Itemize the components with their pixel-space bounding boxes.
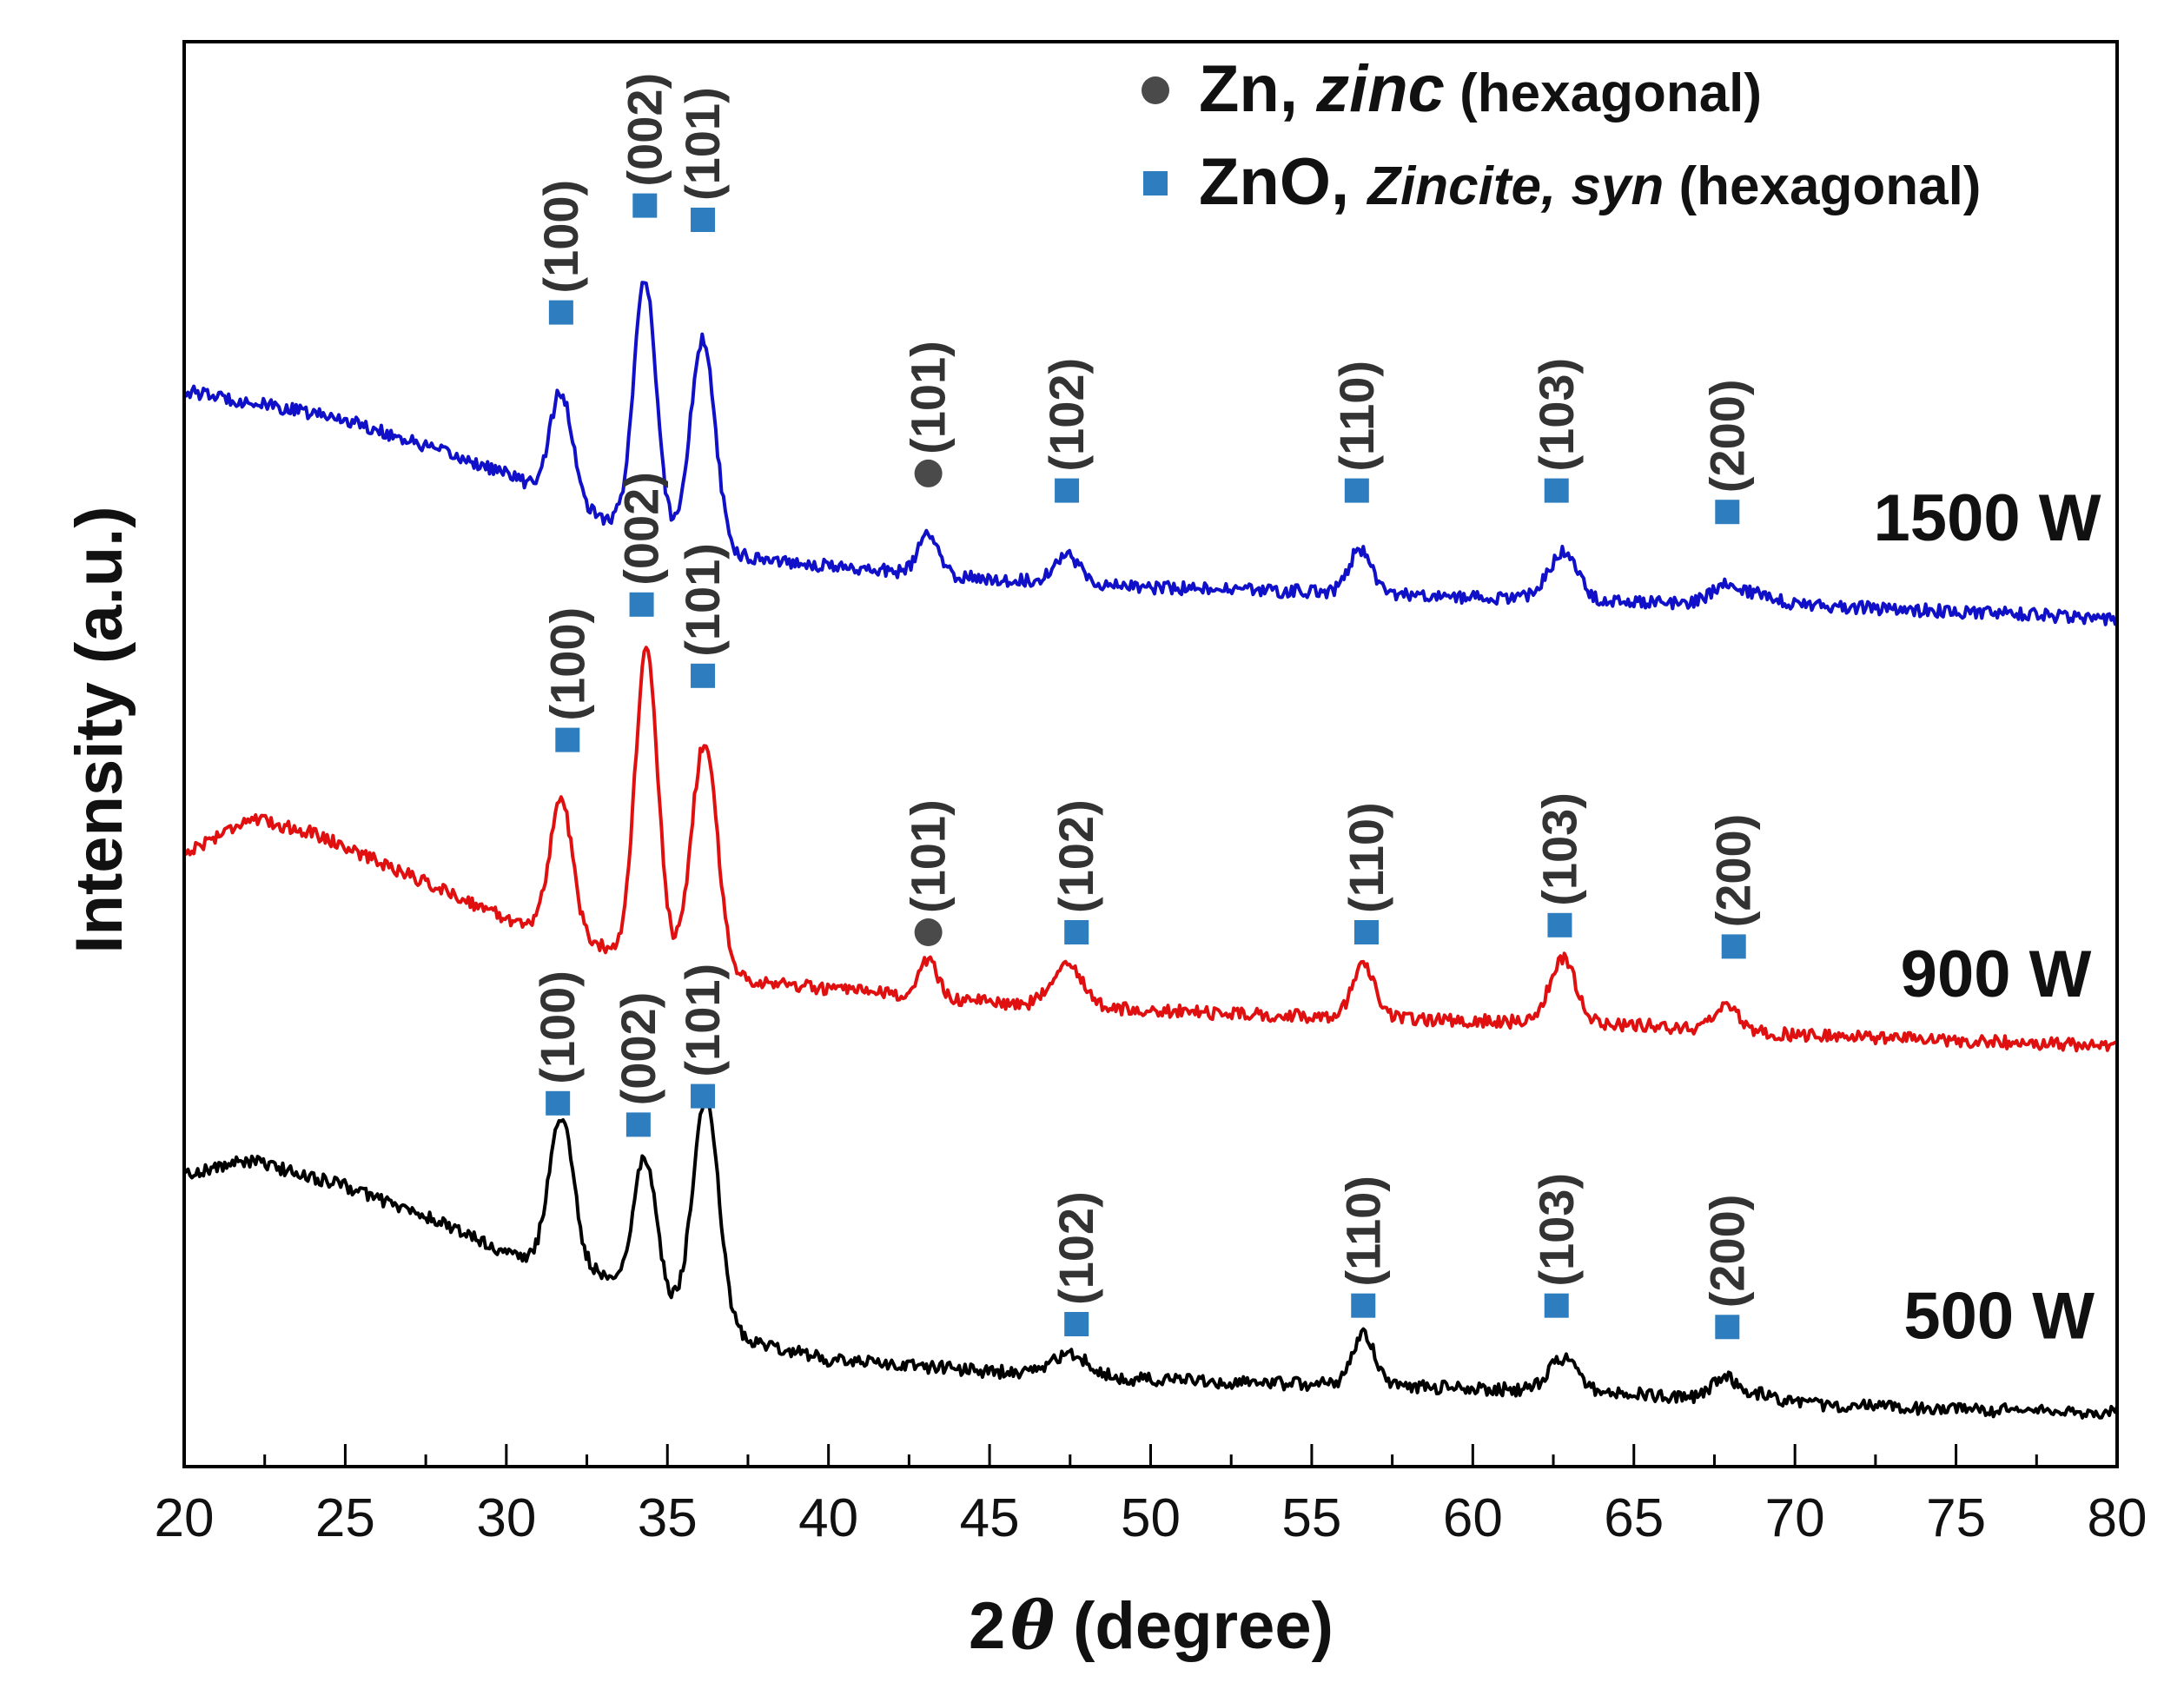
x-tick-label: 55 — [1281, 1488, 1341, 1548]
x-tick-label: 70 — [1765, 1488, 1825, 1548]
hkl-label: (101) — [675, 543, 730, 657]
hkl-label: (102) — [1039, 358, 1094, 472]
hkl-label: (002) — [617, 73, 672, 187]
series-label: 900 W — [1901, 937, 2092, 1011]
hkl-label: (101) — [675, 87, 730, 201]
hkl-label: (101) — [901, 799, 956, 913]
x-tick-label: 60 — [1443, 1488, 1503, 1548]
zno-peak-marker — [555, 727, 580, 752]
hkl-label: (101) — [901, 341, 956, 454]
zno-peak-marker — [625, 1112, 651, 1137]
hkl-label: (002) — [614, 472, 669, 586]
hkl-label: (110) — [1335, 1176, 1390, 1287]
series-line-1500w — [182, 281, 2119, 626]
x-tick-label: 30 — [476, 1488, 536, 1548]
axes: 20 25 30 35 40 45 50 55 60 65 70 75 80 — [155, 40, 2148, 1548]
y-axis-title: Intensity (a.u.) — [63, 506, 136, 953]
zno-peak-marker — [1544, 478, 1569, 503]
legend-name: Zn, — [1199, 52, 1316, 126]
legend-entry-text: ZnO, Zincite, syn (hexagonal) — [1199, 145, 1981, 219]
hkl-label: (100) — [533, 180, 588, 294]
hkl-label: (200) — [1706, 814, 1761, 928]
legend-phase: (hexagonal) — [1445, 63, 1762, 123]
hkl-label: (100) — [539, 607, 594, 721]
x-tick-label: 65 — [1604, 1488, 1664, 1548]
plot-area: (100)(002) (101)(101) (102) (110) (103) (200)… — [182, 73, 2119, 1420]
zno-peak-marker — [1715, 500, 1740, 525]
zno-peak-marker — [1544, 1293, 1569, 1318]
zno-peak-marker — [632, 193, 658, 218]
plot-frame — [182, 40, 2119, 1468]
zno-peak-marker — [1547, 912, 1572, 937]
x-axis-title: 2θ (degree) — [969, 1587, 1334, 1664]
zn-peak-marker — [914, 459, 943, 487]
zno-peak-marker — [548, 300, 573, 325]
legend-name: ZnO, — [1199, 145, 1367, 219]
legend-entry-text: Zn, zinc (hexagonal) — [1199, 52, 1762, 126]
x-tick-label: 40 — [798, 1488, 858, 1548]
zno-peak-marker — [1351, 1293, 1376, 1318]
legend-phase: (hexagonal) — [1664, 156, 1981, 216]
legend-zno-marker — [1143, 171, 1168, 195]
hkl-label: (002) — [611, 992, 665, 1106]
x-tick-label: 35 — [638, 1488, 698, 1548]
zno-peak-marker — [629, 592, 654, 617]
x-tick-label: 50 — [1121, 1488, 1181, 1548]
hkl-label: (103) — [1529, 1173, 1584, 1287]
zn-peak-marker — [914, 918, 943, 946]
legend: Zn, zinc (hexagonal)ZnO, Zincite, syn (h… — [1142, 52, 1981, 219]
zno-peak-marker — [691, 663, 716, 688]
legend-name-italic: zinc — [1315, 52, 1445, 126]
hkl-label: (102) — [1049, 799, 1103, 913]
series-line-900w — [183, 646, 2118, 1053]
series-line-500w — [182, 1097, 2119, 1420]
zno-peak-marker — [1715, 1315, 1740, 1340]
zno-peak-marker — [1064, 920, 1089, 944]
x-tick-label: 45 — [960, 1488, 1020, 1548]
hkl-label: (101) — [675, 964, 730, 1077]
x-tick-label: 20 — [155, 1488, 215, 1548]
hkl-label: (103) — [1532, 792, 1586, 906]
zno-peak-marker — [691, 208, 716, 232]
x-tick-label: 80 — [2088, 1488, 2148, 1548]
zno-peak-marker — [1055, 478, 1080, 503]
series-label: 1500 W — [1874, 481, 2101, 555]
zno-peak-marker — [1721, 934, 1746, 959]
legend-zn-marker — [1142, 76, 1169, 104]
zno-peak-marker — [546, 1090, 571, 1116]
x-tick-label: 75 — [1926, 1488, 1986, 1548]
hkl-label: (110) — [1339, 802, 1393, 913]
legend-name-italic: Zincite, syn — [1366, 156, 1664, 216]
zno-peak-marker — [1353, 920, 1379, 944]
hkl-label: (110) — [1329, 361, 1384, 472]
hkl-label: (200) — [1699, 1195, 1754, 1308]
hkl-label: (103) — [1529, 358, 1584, 472]
hkl-label: (200) — [1699, 379, 1754, 493]
zno-peak-marker — [1064, 1312, 1089, 1336]
hkl-label: (102) — [1049, 1191, 1103, 1305]
x-tick-label: 25 — [315, 1488, 375, 1548]
zno-peak-marker — [1344, 478, 1369, 503]
hkl-label: (100) — [530, 971, 585, 1084]
zno-peak-marker — [691, 1083, 716, 1109]
series-label: 500 W — [1903, 1279, 2095, 1353]
